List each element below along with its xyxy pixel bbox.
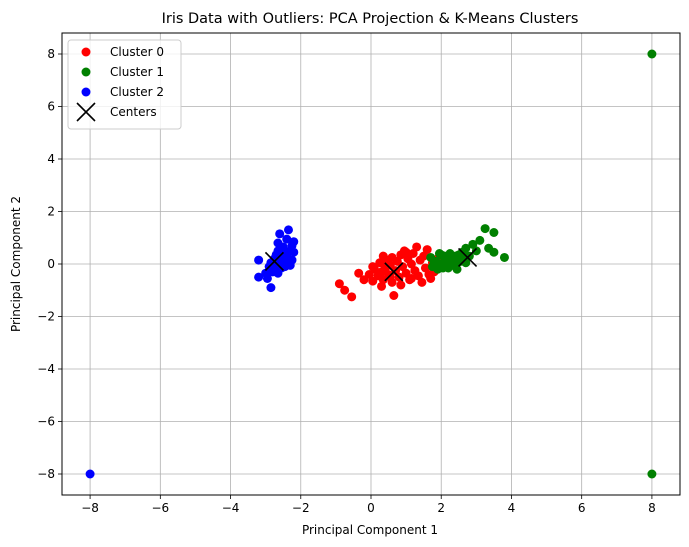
legend: Cluster 0 Cluster 1 Cluster 2 Centers [67, 39, 182, 130]
center-marker [264, 251, 285, 271]
cluster-2-point [266, 283, 276, 293]
y-tick-label: −8 [37, 467, 55, 481]
cluster-0-point [396, 280, 406, 290]
x-tick-label: −2 [292, 501, 310, 515]
y-tick-label: −4 [37, 362, 55, 376]
y-tick-label: 8 [47, 47, 55, 61]
cluster-1-point [647, 469, 657, 479]
axis-ticks: −8 −6 −4 −2 0 2 4 6 8 −8 −6 −4 −2 0 2 4 6 8 [37, 47, 655, 515]
cluster-0-point [422, 245, 432, 255]
series-layer [85, 49, 657, 479]
cluster-0-point [401, 247, 411, 257]
centers-layer [264, 247, 478, 282]
y-tick-label: 2 [47, 205, 55, 219]
cluster-1-point [447, 254, 457, 264]
cluster-1-point [489, 228, 499, 237]
cluster-0-point [406, 273, 416, 283]
cluster-0-point [377, 281, 387, 291]
cluster-1-point [499, 252, 509, 262]
center-marker [457, 247, 478, 268]
x-tick-label: 4 [508, 501, 516, 515]
center-marker-stroke [457, 247, 478, 268]
cluster-2-point [262, 273, 272, 283]
cluster-2-point [254, 272, 264, 282]
cluster-0-point [334, 279, 344, 289]
cluster-1-point [443, 263, 453, 273]
center-marker [384, 262, 404, 282]
cluster-2-point [282, 234, 292, 244]
legend-marker [81, 47, 91, 57]
cluster-1-point [475, 235, 485, 245]
cluster-2-point [254, 255, 264, 265]
cluster-1-point [480, 224, 490, 234]
cluster-1-point [429, 258, 439, 268]
cluster-2-point [273, 268, 283, 278]
cluster-0-point [378, 251, 388, 261]
cluster-2-point [289, 237, 299, 247]
cluster-1-point [440, 255, 450, 265]
y-tick-label: −6 [37, 415, 55, 429]
cluster-0-point [368, 262, 378, 272]
y-tick-label: −2 [37, 310, 55, 324]
legend-marker [81, 87, 91, 97]
legend-item: Cluster 0 [81, 45, 164, 59]
legend-label: Cluster 0 [110, 45, 164, 59]
cluster-0-point [426, 273, 436, 283]
x-tick-label: −6 [151, 501, 169, 515]
y-axis-label: Principal Component 2 [9, 196, 23, 332]
cluster-1-point [489, 247, 499, 257]
cluster-2-point [275, 229, 285, 239]
legend-label: Centers [110, 105, 157, 119]
cluster-0-point [347, 292, 357, 302]
cluster-0-point [340, 285, 350, 295]
legend-marker [76, 102, 96, 122]
y-tick-label: 6 [47, 100, 55, 114]
x-tick-label: 6 [578, 501, 586, 515]
cluster-0-point [417, 277, 427, 287]
legend-box [67, 39, 182, 130]
center-marker-stroke [384, 262, 404, 282]
cluster-2-point [282, 250, 292, 260]
y-tick-label: 4 [47, 152, 55, 166]
cluster-0-point [354, 268, 364, 278]
cluster-1-point [647, 49, 657, 59]
legend-marker [81, 67, 91, 77]
cluster-1-point [452, 264, 462, 274]
cluster-0-point [412, 242, 422, 252]
x-tick-label: 0 [367, 501, 375, 515]
x-axis-label: Principal Component 1 [302, 523, 438, 537]
x-tick-label: −4 [222, 501, 240, 515]
center-marker-stroke [264, 251, 285, 271]
x-tick-label: 2 [437, 501, 445, 515]
legend-item: Centers [76, 102, 157, 122]
x-tick-label: −8 [81, 501, 99, 515]
cluster-1-point [461, 243, 471, 253]
legend-label: Cluster 1 [110, 65, 164, 79]
chart-title: Iris Data with Outliers: PCA Projection … [162, 11, 579, 27]
legend-item: Cluster 1 [81, 65, 164, 79]
cluster-0-point [385, 272, 395, 282]
cluster-1-point [471, 246, 481, 256]
cluster-2-point [85, 469, 95, 479]
y-tick-label: 0 [47, 257, 55, 271]
legend-item: Cluster 2 [81, 85, 164, 99]
cluster-2-point [289, 247, 299, 257]
x-tick-label: 8 [648, 501, 656, 515]
cluster-0-point [389, 291, 399, 300]
legend-label: Cluster 2 [110, 85, 164, 99]
cluster-2-point [283, 225, 293, 235]
